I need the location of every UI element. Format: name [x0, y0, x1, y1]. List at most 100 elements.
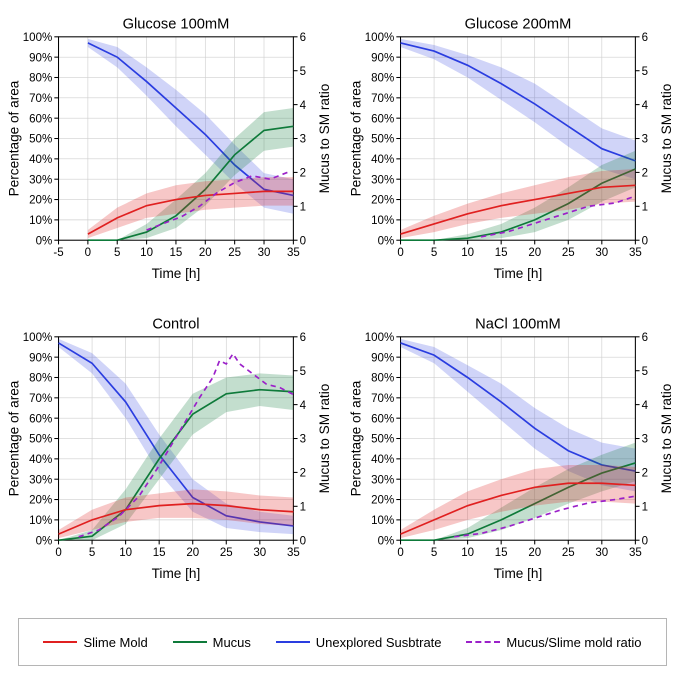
- chart-panel-2: 051015202530350%10%20%30%40%50%60%70%80%…: [4, 308, 340, 590]
- svg-text:30%: 30%: [29, 174, 52, 186]
- svg-text:20: 20: [528, 247, 541, 259]
- svg-text:90%: 90%: [29, 52, 52, 64]
- svg-text:5: 5: [430, 547, 436, 559]
- svg-text:1: 1: [641, 502, 647, 514]
- svg-text:30: 30: [258, 247, 271, 259]
- svg-text:70%: 70%: [371, 93, 394, 105]
- svg-text:6: 6: [641, 332, 647, 344]
- svg-text:30: 30: [595, 547, 608, 559]
- svg-text:Control: Control: [152, 316, 199, 332]
- svg-text:60%: 60%: [29, 413, 52, 425]
- svg-text:40%: 40%: [371, 154, 394, 166]
- svg-text:5: 5: [114, 247, 120, 259]
- svg-text:15: 15: [494, 547, 507, 559]
- svg-text:4: 4: [300, 400, 307, 412]
- svg-text:6: 6: [641, 32, 647, 44]
- svg-text:Percentage of area: Percentage of area: [7, 80, 22, 196]
- svg-text:30: 30: [253, 547, 266, 559]
- svg-text:0: 0: [55, 547, 61, 559]
- svg-text:50%: 50%: [29, 434, 52, 446]
- svg-text:35: 35: [287, 247, 300, 259]
- svg-text:90%: 90%: [371, 52, 394, 64]
- svg-text:30%: 30%: [29, 474, 52, 486]
- svg-text:60%: 60%: [371, 113, 394, 125]
- svg-text:80%: 80%: [29, 73, 52, 85]
- legend-swatch-icon: [276, 641, 310, 643]
- svg-text:20%: 20%: [371, 495, 394, 507]
- svg-text:0%: 0%: [36, 535, 53, 547]
- svg-text:2: 2: [641, 168, 647, 180]
- svg-text:-5: -5: [53, 247, 63, 259]
- svg-text:70%: 70%: [371, 393, 394, 405]
- svg-text:20%: 20%: [29, 195, 52, 207]
- svg-text:40%: 40%: [371, 454, 394, 466]
- svg-text:5: 5: [641, 366, 647, 378]
- svg-text:5: 5: [430, 247, 436, 259]
- svg-text:3: 3: [641, 434, 647, 446]
- svg-text:Percentage of area: Percentage of area: [348, 380, 363, 496]
- svg-text:5: 5: [641, 66, 647, 78]
- svg-text:10%: 10%: [371, 515, 394, 527]
- svg-text:70%: 70%: [29, 93, 52, 105]
- svg-text:25: 25: [561, 547, 574, 559]
- svg-text:0: 0: [85, 247, 91, 259]
- svg-text:0: 0: [397, 547, 403, 559]
- legend-item-1: Mucus: [173, 635, 251, 650]
- svg-text:35: 35: [287, 547, 300, 559]
- svg-text:90%: 90%: [29, 352, 52, 364]
- svg-text:3: 3: [300, 434, 306, 446]
- svg-text:10%: 10%: [29, 215, 52, 227]
- svg-text:60%: 60%: [371, 413, 394, 425]
- svg-text:100%: 100%: [23, 332, 52, 344]
- svg-text:70%: 70%: [29, 393, 52, 405]
- svg-text:20: 20: [186, 547, 199, 559]
- legend: Slime Mold Mucus Unexplored Susbtrate Mucus…: [18, 618, 667, 666]
- svg-text:Time [h]: Time [h]: [493, 266, 542, 281]
- svg-text:Mucus to SM ratio: Mucus to SM ratio: [659, 384, 674, 494]
- svg-text:3: 3: [300, 134, 306, 146]
- svg-text:5: 5: [300, 66, 306, 78]
- svg-text:0: 0: [300, 535, 306, 547]
- svg-text:Mucus to SM ratio: Mucus to SM ratio: [659, 84, 674, 194]
- svg-text:Time [h]: Time [h]: [152, 266, 201, 281]
- svg-text:10%: 10%: [371, 215, 394, 227]
- svg-text:0: 0: [641, 535, 647, 547]
- svg-text:60%: 60%: [29, 113, 52, 125]
- svg-text:4: 4: [641, 400, 648, 412]
- svg-text:15: 15: [170, 247, 183, 259]
- svg-text:90%: 90%: [371, 352, 394, 364]
- svg-text:5: 5: [89, 547, 95, 559]
- svg-text:Percentage of area: Percentage of area: [7, 380, 22, 496]
- svg-text:1: 1: [641, 202, 647, 214]
- svg-text:2: 2: [300, 468, 306, 480]
- svg-text:30%: 30%: [371, 174, 394, 186]
- svg-text:20: 20: [199, 247, 212, 259]
- svg-text:2: 2: [300, 168, 306, 180]
- svg-text:50%: 50%: [371, 134, 394, 146]
- legend-label: Slime Mold: [83, 635, 147, 650]
- legend-item-3: Mucus/Slime mold ratio: [466, 635, 641, 650]
- svg-text:3: 3: [641, 134, 647, 146]
- legend-label: Unexplored Susbtrate: [316, 635, 442, 650]
- legend-label: Mucus: [213, 635, 251, 650]
- svg-text:35: 35: [628, 247, 641, 259]
- svg-text:1: 1: [300, 202, 306, 214]
- svg-text:25: 25: [228, 247, 241, 259]
- svg-text:80%: 80%: [371, 73, 394, 85]
- svg-text:15: 15: [494, 247, 507, 259]
- svg-text:NaCl 100mM: NaCl 100mM: [475, 316, 561, 332]
- chart-panel-0: -5051015202530350%10%20%30%40%50%60%70%8…: [4, 8, 340, 290]
- svg-text:40%: 40%: [29, 154, 52, 166]
- svg-text:100%: 100%: [23, 32, 52, 44]
- legend-item-0: Slime Mold: [43, 635, 147, 650]
- svg-text:0: 0: [397, 247, 403, 259]
- svg-text:15: 15: [153, 547, 166, 559]
- svg-text:80%: 80%: [29, 373, 52, 385]
- legend-swatch-icon: [466, 641, 500, 643]
- svg-text:6: 6: [300, 32, 306, 44]
- svg-text:Mucus to SM ratio: Mucus to SM ratio: [317, 84, 332, 194]
- svg-text:10%: 10%: [29, 515, 52, 527]
- svg-text:Glucose 200mM: Glucose 200mM: [464, 16, 571, 32]
- svg-text:0: 0: [300, 235, 306, 247]
- svg-text:Time [h]: Time [h]: [152, 566, 201, 581]
